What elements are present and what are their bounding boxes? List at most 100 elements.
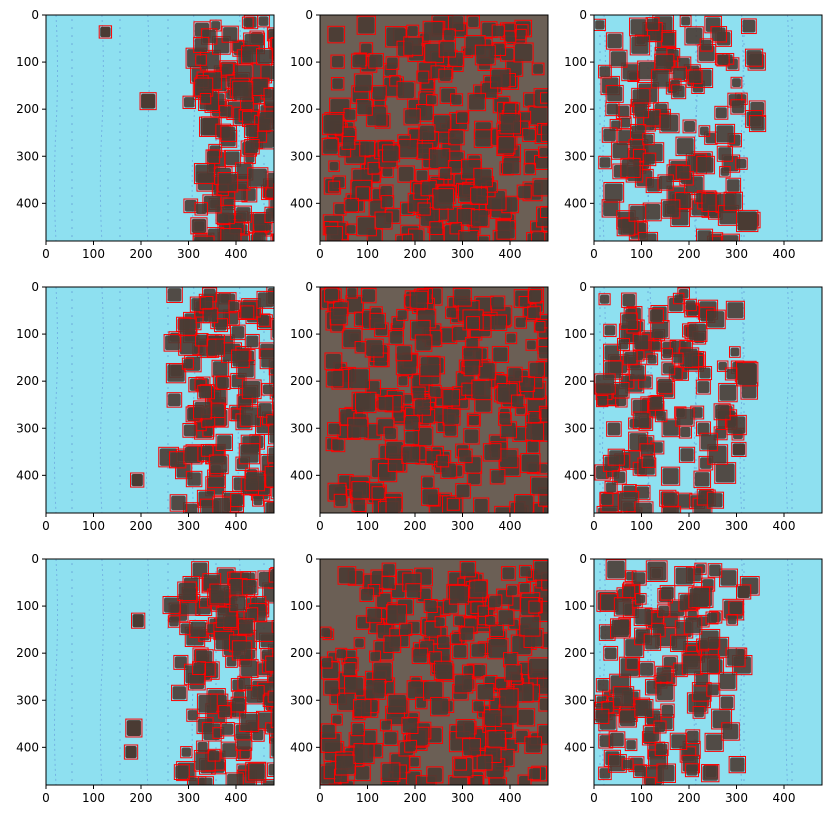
bbox bbox=[705, 611, 719, 625]
particle bbox=[478, 756, 492, 770]
bbox bbox=[403, 36, 423, 56]
particle bbox=[446, 308, 456, 318]
particle bbox=[270, 569, 274, 582]
bbox bbox=[434, 616, 447, 628]
particle bbox=[700, 457, 712, 469]
bbox bbox=[182, 95, 196, 110]
bbox bbox=[596, 394, 609, 408]
bbox bbox=[618, 709, 637, 728]
particle bbox=[211, 21, 221, 30]
particle bbox=[450, 586, 468, 604]
bbox bbox=[469, 774, 484, 785]
bbox bbox=[403, 429, 420, 446]
stitch-line bbox=[54, 287, 58, 513]
x-tick-label: 400 bbox=[499, 519, 522, 533]
bbox bbox=[706, 309, 726, 330]
bbox bbox=[241, 16, 254, 29]
particle bbox=[464, 429, 479, 444]
particle bbox=[381, 720, 391, 730]
bbox bbox=[321, 137, 340, 156]
bbox bbox=[251, 728, 265, 742]
particle bbox=[640, 662, 654, 676]
particle bbox=[349, 369, 369, 388]
bbox bbox=[325, 225, 343, 241]
bbox bbox=[533, 321, 546, 333]
particle bbox=[424, 22, 443, 41]
bbox bbox=[177, 581, 197, 602]
y-tick-label: 300 bbox=[16, 149, 39, 163]
bbox bbox=[641, 454, 656, 468]
y-tick-label: 200 bbox=[564, 374, 587, 388]
bbox bbox=[167, 615, 181, 628]
particle bbox=[267, 415, 274, 425]
bbox bbox=[467, 92, 487, 112]
bbox bbox=[678, 446, 696, 463]
stitch-line bbox=[785, 559, 790, 785]
bbox bbox=[716, 360, 729, 372]
particle bbox=[651, 321, 669, 338]
particle bbox=[491, 69, 510, 88]
y-tick-label: 300 bbox=[290, 149, 313, 163]
particle bbox=[535, 322, 544, 332]
particle bbox=[269, 425, 274, 443]
particle bbox=[194, 237, 214, 241]
y-tick-label: 100 bbox=[564, 327, 587, 341]
bbox bbox=[468, 770, 485, 785]
x-tick-label: 0 bbox=[590, 519, 598, 533]
particle bbox=[417, 105, 433, 121]
bbox bbox=[527, 767, 541, 781]
particle bbox=[424, 681, 443, 700]
bbox bbox=[230, 696, 247, 713]
bbox bbox=[383, 635, 402, 654]
particle bbox=[521, 454, 540, 472]
particle bbox=[677, 166, 690, 179]
bbox bbox=[413, 398, 432, 416]
bbox bbox=[503, 30, 517, 43]
bbox bbox=[320, 723, 337, 739]
bbox bbox=[736, 584, 752, 600]
particle bbox=[471, 644, 485, 657]
bbox bbox=[442, 407, 461, 426]
particle bbox=[399, 140, 417, 158]
particle bbox=[451, 634, 461, 644]
particle bbox=[198, 694, 217, 713]
bbox bbox=[514, 494, 535, 513]
bbox bbox=[330, 54, 345, 69]
bbox bbox=[397, 165, 415, 183]
particle bbox=[238, 677, 251, 689]
bbox bbox=[706, 235, 722, 241]
particle bbox=[654, 722, 666, 732]
bbox bbox=[685, 729, 701, 745]
bbox bbox=[320, 656, 333, 669]
particle bbox=[622, 64, 639, 80]
bbox bbox=[343, 197, 360, 213]
particle bbox=[599, 66, 611, 77]
particle bbox=[727, 179, 740, 192]
bbox bbox=[682, 119, 697, 134]
particle bbox=[685, 617, 701, 634]
particle bbox=[541, 233, 548, 241]
stitch-line bbox=[739, 559, 744, 785]
particle bbox=[709, 564, 721, 577]
particle bbox=[513, 427, 527, 441]
particle bbox=[240, 444, 259, 463]
particle bbox=[484, 444, 500, 461]
bbox bbox=[674, 191, 693, 210]
particle bbox=[444, 600, 458, 613]
particle bbox=[599, 768, 611, 779]
particle bbox=[463, 666, 473, 676]
particle bbox=[405, 431, 418, 444]
particle bbox=[328, 27, 344, 42]
bbox bbox=[659, 585, 676, 601]
particle bbox=[480, 316, 494, 330]
particle bbox=[502, 567, 515, 580]
particle bbox=[209, 750, 220, 761]
particle bbox=[640, 444, 654, 458]
bbox bbox=[270, 707, 274, 729]
particle bbox=[245, 125, 257, 137]
particle bbox=[636, 486, 650, 499]
particle bbox=[370, 652, 380, 661]
bbox bbox=[200, 444, 214, 457]
particle bbox=[239, 619, 254, 634]
particle bbox=[499, 413, 511, 425]
